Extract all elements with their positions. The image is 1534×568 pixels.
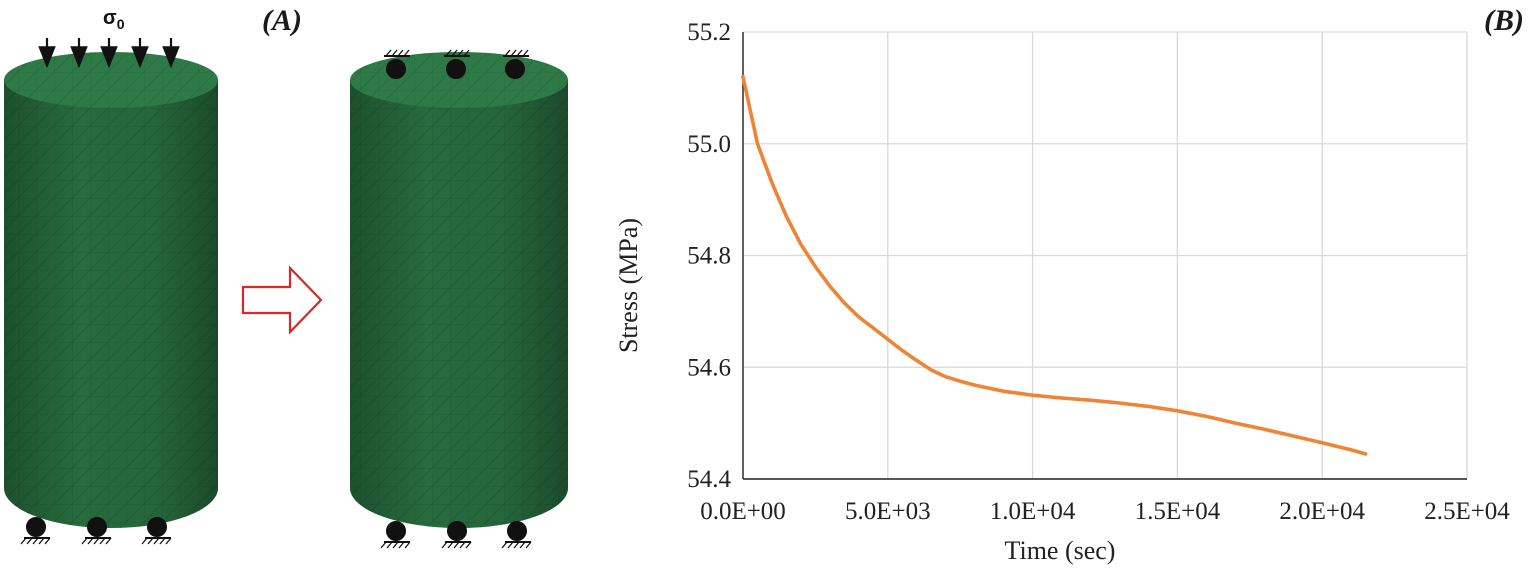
- cylinder-loaded: [4, 52, 218, 528]
- roller-support-icon: [380, 521, 532, 549]
- stress-series-line: [741, 74, 1368, 456]
- down-arrow-icon: [38, 38, 180, 69]
- x-tick-label: 5.0E+03: [845, 498, 931, 525]
- load-symbol: σ0: [103, 7, 125, 32]
- cylinder-fixed: [350, 52, 568, 528]
- x-tick-label: 1.5E+04: [1135, 498, 1221, 525]
- panel-a-label: (A): [262, 4, 302, 37]
- cylinder-loaded-shading: [4, 80, 218, 528]
- x-tick-label: 1.0E+04: [990, 498, 1076, 525]
- panel-b-label: (B): [1484, 4, 1524, 37]
- y-tick-label: 55.2: [687, 19, 731, 46]
- right-arrow-outline-icon: [241, 265, 323, 335]
- y-tick-label: 54.4: [687, 466, 731, 493]
- roller-support-icon: [20, 517, 172, 545]
- x-tick-label: 2.5E+04: [1424, 498, 1510, 525]
- x-tick-label: 2.0E+04: [1279, 498, 1365, 525]
- y-axis-label: Stress (MPa): [614, 218, 643, 353]
- y-tick-label: 54.8: [687, 243, 731, 270]
- panel-b: (B) 54.4 54.6 54.8 55.0 55.2 0.0E+00 5.0E+03 1.…: [614, 4, 1524, 565]
- y-tick-label: 55.0: [687, 131, 731, 158]
- cylinder-fixed-shading: [350, 80, 568, 528]
- x-tick-label: 0.0E+00: [700, 498, 786, 525]
- fixed-hatch-support-icon: [384, 49, 529, 79]
- cylinder-loaded-top-mesh: [4, 52, 218, 108]
- y-tick-label: 54.6: [687, 354, 731, 381]
- panel-a: (A) σ0: [4, 4, 568, 549]
- stress-time-chart: 54.4 54.6 54.8 55.0 55.2 0.0E+00 5.0E+03 1.0E+0…: [614, 19, 1510, 565]
- x-axis-label: Time (sec): [1005, 536, 1116, 565]
